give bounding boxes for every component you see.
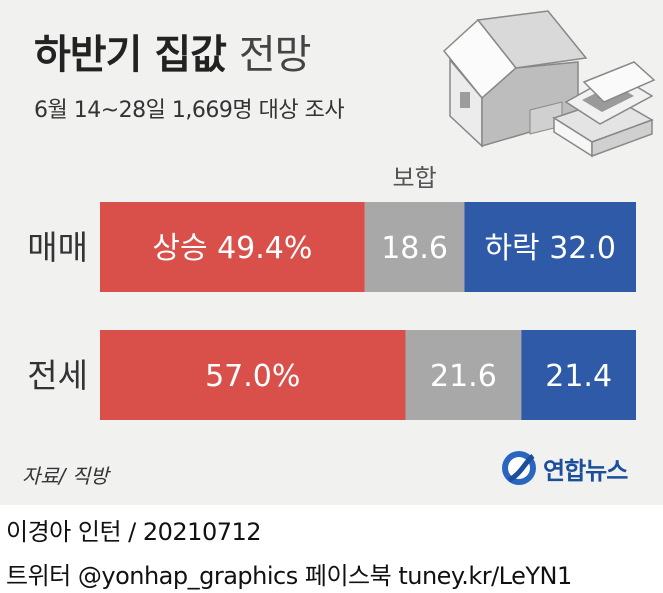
- bar-segment: [364, 202, 465, 292]
- data-label: 21.4: [545, 359, 612, 394]
- category-label: 매매: [27, 228, 88, 267]
- bar-segment: [100, 202, 365, 292]
- house-money-icon: [442, 10, 656, 158]
- category-label: 전세: [27, 356, 88, 395]
- data-label: 18.6: [381, 231, 448, 266]
- chart-subtitle: 6월 14~28일 1,669명 대상 조사: [34, 98, 345, 123]
- yonhap-logo-icon: [502, 451, 536, 485]
- bar-segment: [100, 330, 406, 420]
- chart-title: 하반기 집값 전망: [34, 22, 312, 80]
- bar-segment: [405, 330, 522, 420]
- source-label: 자료/ 직방: [22, 464, 109, 488]
- author-credit: 이경아 인턴 / 20210712: [6, 518, 262, 546]
- bar-segment: [521, 330, 636, 420]
- social-links: 트위터 @yonhap_graphics 페이스북 tuney.kr/LeYN1: [6, 562, 572, 590]
- data-label: 57.0%: [205, 359, 300, 394]
- yonhap-logo: 연합뉴스: [499, 448, 628, 488]
- title-bold: 하반기 집값: [34, 32, 227, 78]
- data-label: 하락 32.0: [484, 231, 616, 266]
- stacked-bar-chart: 매매 상승 49.4% 18.6 하락 32.0 전세 57.0% 21.6 21.4 보합: [27, 164, 636, 420]
- title-light: 전망: [238, 32, 312, 78]
- logo-text: 연합뉴스: [543, 456, 628, 485]
- data-label: 상승 49.4%: [152, 231, 312, 266]
- bar-segment: [464, 202, 636, 292]
- data-label: 21.6: [430, 359, 497, 394]
- annotation-label: 보합: [393, 164, 437, 192]
- infographic-card: 하반기 집값 전망 6월 14~28일 1,669명 대상 조사 매매 상승 49…: [0, 0, 663, 505]
